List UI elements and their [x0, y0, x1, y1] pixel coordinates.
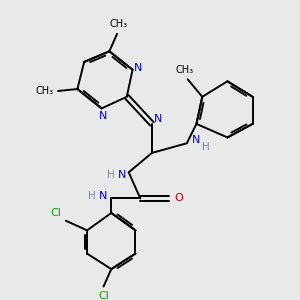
Text: O: O [175, 194, 183, 203]
Text: N: N [99, 111, 108, 121]
Text: H: H [202, 142, 210, 152]
Text: CH₃: CH₃ [110, 19, 128, 29]
Text: N: N [134, 63, 142, 73]
Text: Cl: Cl [51, 208, 62, 218]
Text: N: N [154, 114, 162, 124]
Text: H: H [88, 191, 96, 202]
Text: Cl: Cl [98, 291, 109, 300]
Text: CH₃: CH₃ [35, 86, 54, 96]
Text: N: N [192, 135, 201, 146]
Text: N: N [98, 191, 107, 202]
Text: H: H [107, 170, 115, 180]
Text: CH₃: CH₃ [176, 65, 194, 75]
Text: N: N [118, 170, 126, 180]
